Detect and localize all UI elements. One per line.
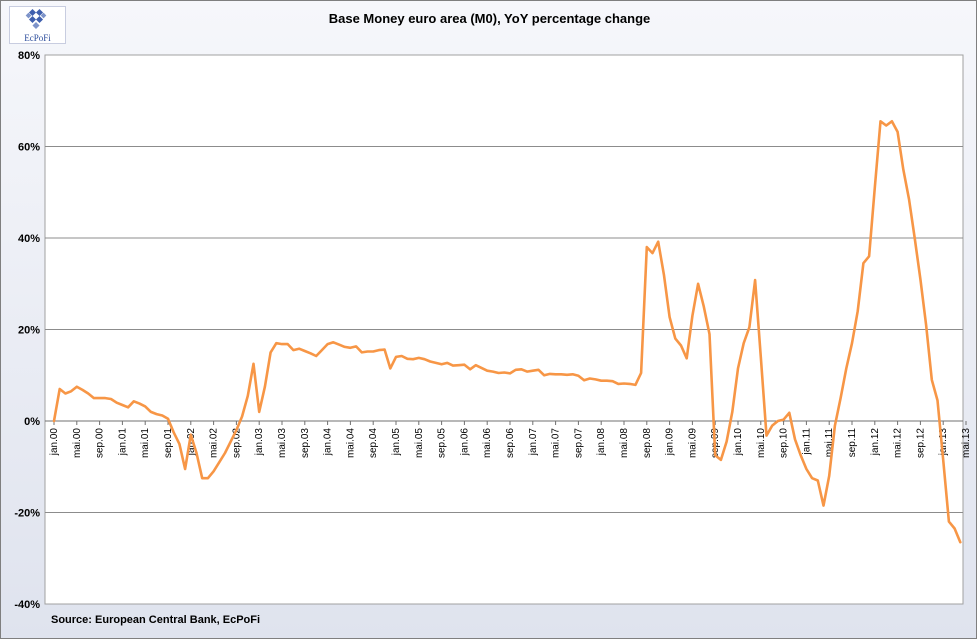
y-axis: -40% -20% 0% 20% 40% 60% 80% — [14, 50, 40, 611]
x-tick-label: mai.05 — [414, 428, 425, 458]
ecpofi-logo: EcPoFi — [9, 6, 66, 44]
y-tick-label: 80% — [18, 50, 40, 62]
x-tick-label: sep.07 — [573, 428, 584, 458]
y-tick-label: -40% — [14, 599, 40, 611]
x-tick-label: sep.06 — [505, 428, 516, 458]
y-tick-label: 20% — [18, 325, 40, 337]
x-tick-label: mai.12 — [893, 428, 904, 458]
x-tick-label: mai.08 — [619, 428, 630, 458]
x-tick-label: sep.05 — [437, 428, 448, 458]
x-tick-label: mai.09 — [687, 428, 698, 458]
logo-text: EcPoFi — [24, 33, 51, 43]
x-tick-label: sep.01 — [163, 428, 174, 458]
ecpofi-logo-icon — [25, 8, 47, 30]
x-tick-label: mai.03 — [277, 428, 288, 458]
x-tick-label: mai.11 — [824, 428, 835, 458]
x-tick-label: jan.02 — [186, 428, 197, 457]
x-tick-label: mai.01 — [140, 428, 151, 458]
x-tick-label: sep.04 — [368, 428, 379, 458]
x-tick-label: sep.00 — [95, 428, 106, 458]
x-tick-label: jan.05 — [391, 428, 402, 457]
x-tick-label: jan.01 — [117, 428, 128, 457]
x-tick-label: jan.08 — [596, 428, 607, 457]
x-tick-label: mai.00 — [72, 428, 83, 458]
x-tick-label: mai.04 — [345, 428, 356, 458]
x-tick-label: mai.10 — [756, 428, 767, 458]
x-tick-label: sep.08 — [642, 428, 653, 458]
series-group — [52, 120, 962, 544]
x-tick-label: jan.13 — [938, 428, 949, 457]
x-tick-label: sep.03 — [300, 428, 311, 458]
x-tick-label: sep.11 — [847, 428, 858, 458]
y-tick-label: 60% — [18, 142, 40, 154]
x-tick-label: jan.06 — [459, 428, 470, 457]
gridlines — [45, 146, 963, 513]
y-tick-label: 0% — [24, 416, 40, 428]
y-tick-label: -20% — [14, 508, 40, 520]
x-tick-label: sep.10 — [779, 428, 790, 458]
x-tick-label: mai.13 — [961, 428, 972, 458]
x-tick-label: jan.10 — [733, 428, 744, 457]
x-tick-label: jan.04 — [323, 428, 334, 457]
x-tick-label: jan.03 — [254, 428, 265, 457]
source-note: Source: European Central Bank, EcPoFi — [51, 614, 261, 626]
chart-title: Base Money euro area (M0), YoY percentag… — [328, 11, 651, 26]
x-tick-label: sep.02 — [231, 428, 242, 458]
series-line — [52, 120, 962, 544]
x-tick-label: jan.09 — [665, 428, 676, 457]
x-tick-label: jan.07 — [528, 428, 539, 457]
x-tick-label: jan.00 — [49, 428, 60, 457]
x-tick-label: mai.06 — [482, 428, 493, 458]
x-tick-label: sep.12 — [915, 428, 926, 458]
x-tick-label: mai.02 — [209, 428, 220, 458]
x-tick-label: jan.12 — [870, 428, 881, 457]
x-tick-label: mai.07 — [551, 428, 562, 458]
y-tick-label: 40% — [18, 233, 40, 245]
x-tick-label: jan.11 — [801, 428, 812, 456]
